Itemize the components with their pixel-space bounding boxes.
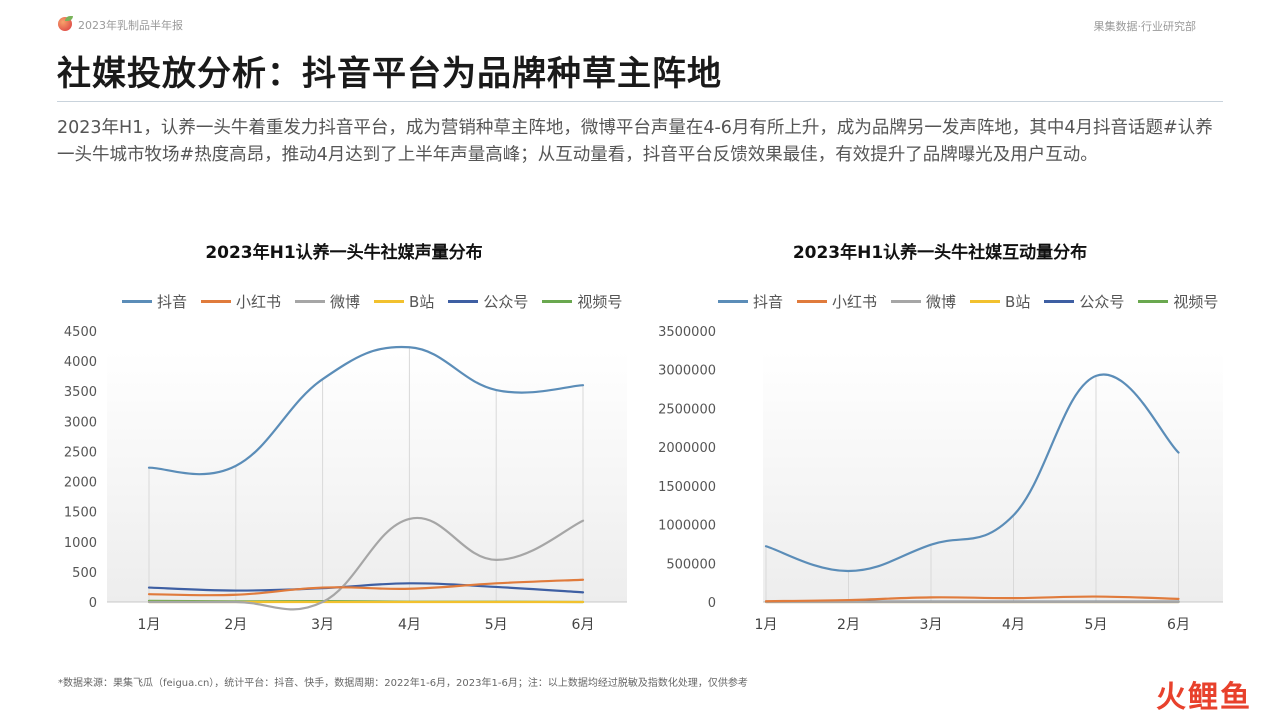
legend-label: B站 — [409, 293, 435, 311]
source-org: 果集数据·行业研究部 — [1093, 20, 1197, 33]
y-tick-label: 2500000 — [658, 402, 716, 417]
x-tick-label: 3月 — [920, 617, 943, 633]
legend-swatch — [891, 300, 922, 303]
x-tick-label: 1月 — [755, 617, 778, 633]
legend-label: 公众号 — [1079, 293, 1125, 311]
legend-swatch — [295, 300, 326, 303]
legend-swatch — [797, 300, 828, 303]
y-tick-label: 0 — [89, 596, 97, 611]
y-tick-label: 500000 — [666, 557, 716, 572]
x-tick-label: 5月 — [1085, 617, 1108, 633]
legend-item: 视频号 — [1138, 291, 1218, 312]
y-tick-label: 2500 — [64, 445, 97, 460]
legend-item: 小红书 — [797, 291, 877, 312]
legend-swatch — [201, 300, 232, 303]
x-tick-label: 5月 — [485, 617, 508, 633]
legend-item: B站 — [970, 291, 1030, 312]
legend-swatch — [448, 300, 479, 303]
x-tick-label: 4月 — [398, 617, 421, 633]
watermark-logo: 火鲤鱼 — [1156, 680, 1252, 715]
legend-item: 小红书 — [201, 291, 281, 312]
x-tick-label: 3月 — [311, 617, 334, 633]
legend-swatch — [1044, 300, 1075, 303]
chart-2-title: 2023年H1认养一头牛社媒互动量分布 — [792, 243, 1088, 263]
series-line-小红书 — [764, 595, 1180, 603]
y-tick-label: 1500 — [64, 506, 97, 521]
legend-label: 抖音 — [753, 293, 784, 311]
chart-1-title: 2023年H1认养一头牛社媒声量分布 — [205, 243, 483, 263]
brand-logo-leaf-icon — [65, 16, 73, 21]
legend-item: 视频号 — [542, 291, 622, 312]
x-tick-label: 4月 — [1002, 617, 1025, 633]
legend-swatch — [1138, 300, 1169, 303]
legend-item: 微博 — [891, 291, 956, 312]
report-name: 2023年乳制品半年报 — [78, 19, 183, 32]
legend-item: 公众号 — [448, 291, 528, 312]
y-tick-label: 2000 — [64, 476, 97, 491]
legend-swatch — [542, 300, 573, 303]
plot-background — [107, 351, 627, 602]
chart-2-plot: 0 500000 1000000 1500000 2000000 2500000 30000… — [658, 325, 1223, 633]
chart-2-legend: 抖音 小红书 微博 B站 公众号 视频号 — [718, 291, 1232, 311]
legend-label: 抖音 — [157, 293, 188, 311]
plot-background — [763, 351, 1223, 602]
legend-swatch — [374, 300, 405, 303]
legend-item: 公众号 — [1044, 291, 1124, 312]
series-line-微博 — [147, 516, 585, 611]
legend-item: B站 — [374, 291, 434, 312]
series-line-小红书 — [147, 578, 585, 597]
x-tick-label: 2月 — [224, 617, 247, 633]
legend-label: 微博 — [330, 293, 361, 311]
y-tick-label: 0 — [708, 596, 716, 611]
y-tick-label: 3000 — [64, 415, 97, 430]
chart-1-legend: 抖音 小红书 微博 B站 公众号 视频号 — [122, 291, 636, 311]
legend-label: 小红书 — [236, 293, 282, 311]
y-tick-label: 4500 — [64, 325, 97, 340]
x-tick-label: 2月 — [837, 617, 860, 633]
y-tick-label: 3500 — [64, 385, 97, 400]
summary-paragraph: 2023年H1，认养一头牛着重发力抖音平台，成为营销种草主阵地，微博平台声量在4… — [57, 118, 1213, 165]
legend-label: 公众号 — [483, 293, 529, 311]
y-tick-label: 2000000 — [658, 441, 716, 456]
series-line-公众号 — [147, 582, 585, 594]
legend-label: 视频号 — [577, 293, 623, 311]
y-tick-label: 500 — [72, 566, 97, 581]
legend-swatch — [718, 300, 748, 303]
page-title: 社媒投放分析：抖音平台为品牌种草主阵地 — [57, 54, 722, 94]
title-divider — [57, 101, 1223, 102]
x-tick-label: 6月 — [572, 617, 595, 633]
legend-label: 小红书 — [832, 293, 878, 311]
y-tick-label: 1000 — [64, 536, 97, 551]
y-tick-label: 1000000 — [658, 519, 716, 534]
y-tick-label: 4000 — [64, 355, 97, 370]
legend-label: 视频号 — [1173, 293, 1219, 311]
chart-1-plot: 0 500 1000 1500 2000 2500 3000 3500 4000 4500 1月 2月… — [64, 325, 627, 633]
legend-swatch — [122, 300, 152, 303]
top-bar: 2023年乳制品半年报 果集数据·行业研究部 — [58, 16, 1196, 34]
x-tick-label: 1月 — [138, 617, 161, 633]
x-tick-label: 6月 — [1167, 617, 1190, 633]
series-line-抖音 — [147, 345, 585, 476]
legend-label: B站 — [1005, 293, 1031, 311]
legend-item: 抖音 — [718, 291, 783, 312]
footnote: *数据来源：果集飞瓜（feigua.cn），统计平台：抖音、快手，数据周期：20… — [58, 678, 748, 689]
y-tick-label: 3000000 — [658, 364, 716, 379]
y-tick-label: 1500000 — [658, 480, 716, 495]
y-tick-label: 3500000 — [658, 325, 716, 340]
series-line-抖音 — [764, 373, 1180, 573]
legend-item: 微博 — [295, 291, 360, 312]
legend-item: 抖音 — [122, 291, 187, 312]
legend-label: 微博 — [926, 293, 957, 311]
legend-swatch — [970, 300, 1001, 303]
